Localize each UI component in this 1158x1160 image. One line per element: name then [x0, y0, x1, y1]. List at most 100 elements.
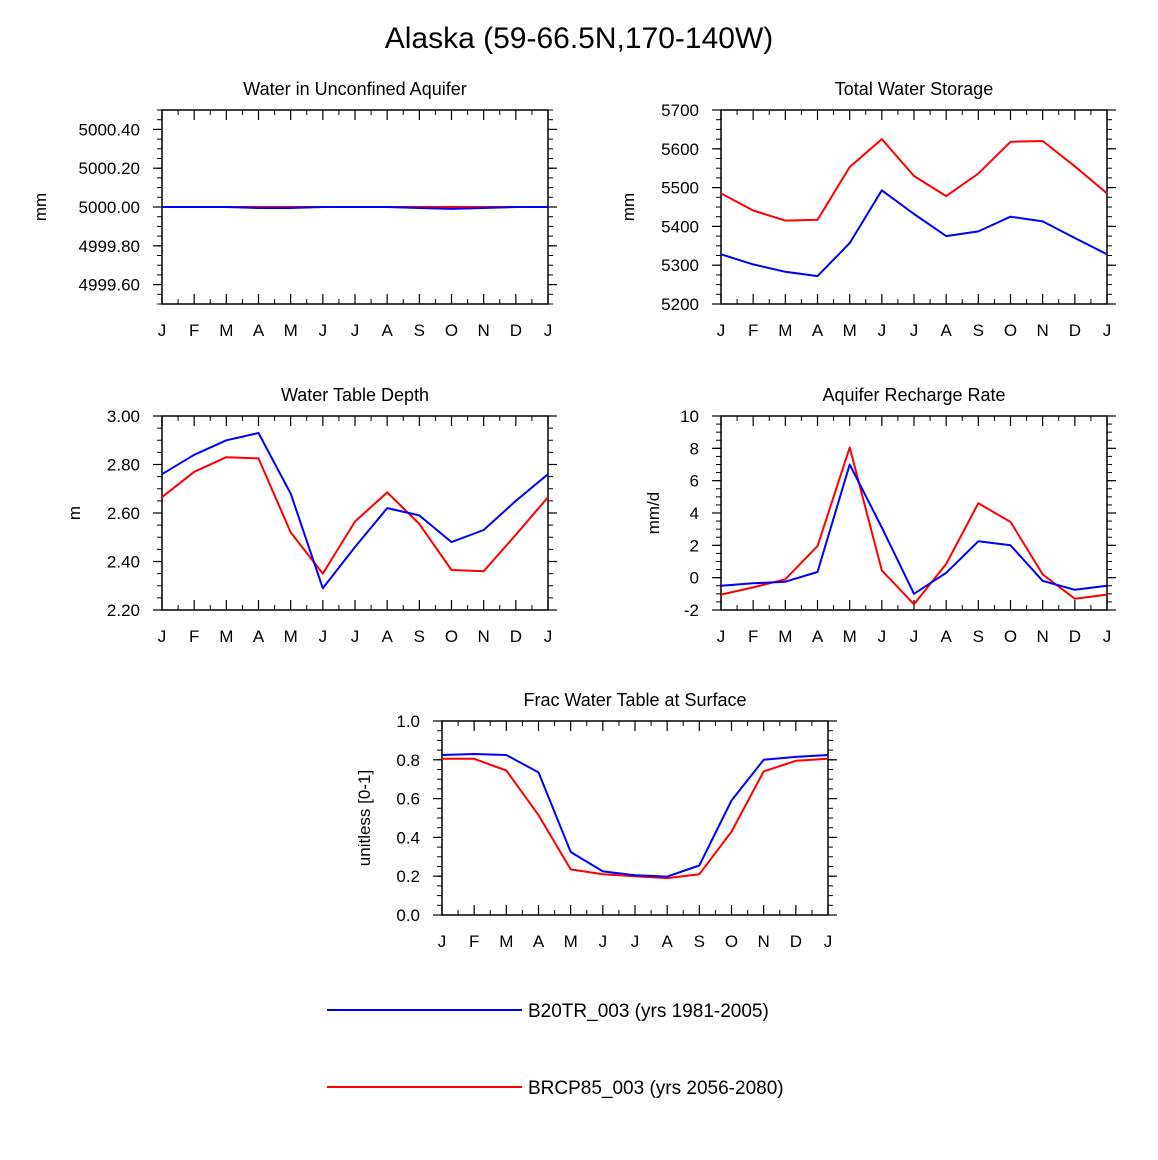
- x-tick-label: J: [717, 627, 726, 646]
- x-tick-label: F: [748, 627, 758, 646]
- x-tick-label: M: [564, 932, 578, 951]
- x-tick-label: O: [1004, 321, 1017, 340]
- x-tick-label: M: [219, 321, 233, 340]
- x-tick-label: J: [599, 932, 608, 951]
- figure-title: Alaska (59-66.5N,170-140W): [384, 22, 774, 55]
- x-tick-label: J: [631, 932, 640, 951]
- x-tick-label: S: [414, 627, 425, 646]
- x-tick-label: N: [478, 321, 490, 340]
- panel-title: Aquifer Recharge Rate: [822, 385, 1005, 405]
- x-tick-label: M: [778, 321, 792, 340]
- x-tick-label: D: [510, 321, 522, 340]
- x-tick-label: F: [189, 627, 199, 646]
- x-tick-label: N: [758, 932, 770, 951]
- y-tick-label: 8: [690, 439, 699, 458]
- y-axis-label: m: [65, 506, 84, 520]
- x-tick-label: J: [158, 321, 167, 340]
- series-line-b20tr: [162, 206, 548, 210]
- x-tick-label: J: [319, 321, 328, 340]
- x-tick-label: A: [253, 321, 265, 340]
- y-axis-label: mm: [31, 193, 50, 221]
- x-tick-label: M: [778, 627, 792, 646]
- x-tick-label: J: [319, 627, 328, 646]
- x-tick-label: J: [1103, 627, 1112, 646]
- series-line-b20tr: [720, 189, 1108, 278]
- x-tick-label: J: [544, 321, 553, 340]
- x-tick-label: J: [910, 321, 919, 340]
- panel-title: Water Table Depth: [281, 385, 429, 405]
- x-tick-label: M: [499, 932, 513, 951]
- x-tick-label: N: [1037, 321, 1049, 340]
- x-tick-label: A: [533, 932, 545, 951]
- x-tick-label: D: [1069, 627, 1081, 646]
- y-tick-label: 6: [690, 472, 699, 491]
- y-tick-label: 1.0: [396, 712, 420, 731]
- y-tick-label: 4999.60: [79, 276, 140, 295]
- y-tick-label: 5300: [661, 256, 699, 275]
- x-tick-label: J: [910, 627, 919, 646]
- x-tick-label: N: [1037, 627, 1049, 646]
- x-tick-label: D: [1069, 321, 1081, 340]
- y-tick-label: 0: [690, 569, 699, 588]
- x-tick-label: J: [438, 932, 447, 951]
- x-tick-label: A: [812, 321, 824, 340]
- x-tick-label: O: [445, 627, 458, 646]
- x-tick-label: J: [351, 627, 360, 646]
- x-tick-label: M: [284, 627, 298, 646]
- y-tick-label: 5000.20: [79, 159, 140, 178]
- x-tick-label: D: [790, 932, 802, 951]
- x-tick-label: O: [725, 932, 738, 951]
- x-tick-label: J: [1103, 321, 1112, 340]
- x-tick-label: A: [253, 627, 265, 646]
- y-tick-label: 0.4: [396, 828, 420, 847]
- x-tick-label: F: [748, 321, 758, 340]
- y-tick-label: 0.8: [396, 751, 420, 770]
- panel-title: Total Water Storage: [835, 79, 993, 99]
- legend-label-brcp85: BRCP85_003 (yrs 2056-2080): [528, 1078, 784, 1099]
- x-tick-label: J: [351, 321, 360, 340]
- panel-title: Frac Water Table at Surface: [523, 690, 746, 710]
- chart-panel-frac-water-table: Frac Water Table at Surface unitless [0-1…: [355, 690, 837, 951]
- x-tick-label: O: [1004, 627, 1017, 646]
- legend-label-b20tr: B20TR_003 (yrs 1981-2005): [528, 1001, 769, 1022]
- x-tick-label: A: [940, 627, 952, 646]
- x-tick-label: A: [381, 627, 393, 646]
- y-tick-label: 5200: [661, 295, 699, 314]
- y-axis-label: unitless [0-1]: [355, 770, 374, 866]
- x-tick-label: M: [843, 627, 857, 646]
- y-tick-label: 5600: [661, 140, 699, 159]
- series-line-b20tr: [441, 753, 829, 878]
- x-tick-label: J: [824, 932, 833, 951]
- y-axis-label: mm: [619, 193, 638, 221]
- series-line-brcp85: [442, 757, 829, 880]
- x-tick-label: A: [381, 321, 393, 340]
- x-tick-label: F: [189, 321, 199, 340]
- y-tick-label: 2.20: [107, 601, 140, 620]
- x-tick-label: J: [544, 627, 553, 646]
- plot-frame: [441, 720, 829, 916]
- y-tick-label: -2: [684, 601, 699, 620]
- series-line-b20tr: [720, 463, 1108, 595]
- x-tick-label: S: [973, 627, 984, 646]
- x-tick-label: F: [469, 932, 479, 951]
- panel-title: Water in Unconfined Aquifer: [243, 79, 466, 99]
- y-tick-label: 4999.80: [79, 237, 140, 256]
- x-tick-label: A: [661, 932, 673, 951]
- y-tick-label: 3.00: [107, 407, 140, 426]
- y-tick-label: 0.2: [396, 867, 420, 886]
- y-tick-label: 2.40: [107, 553, 140, 572]
- series-line-b20tr: [161, 432, 549, 590]
- series-line-brcp85: [161, 456, 549, 575]
- x-tick-label: J: [878, 627, 887, 646]
- x-tick-label: A: [940, 321, 952, 340]
- y-tick-label: 5700: [661, 101, 699, 120]
- y-tick-label: 5500: [661, 179, 699, 198]
- series-line-brcp85: [720, 446, 1108, 606]
- x-tick-label: S: [414, 321, 425, 340]
- y-tick-label: 5400: [661, 217, 699, 236]
